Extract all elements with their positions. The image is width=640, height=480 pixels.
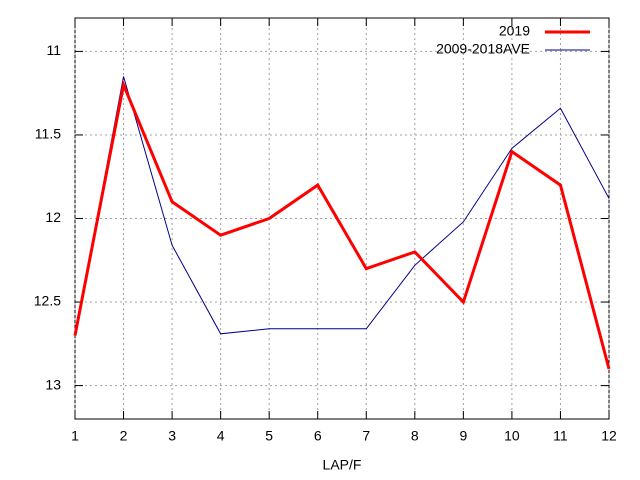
x-tick-label: 2 [120,428,128,444]
y-tick-label: 12.5 [34,293,61,309]
x-tick-label: 12 [601,428,617,444]
y-tick-label: 11.5 [35,126,61,142]
legend-label: 2009-2018AVE [436,41,530,57]
legend-label: 2019 [499,23,530,39]
series-line [74,76,610,336]
x-tick-label: 10 [504,428,520,444]
y-tick-label: 11 [46,42,61,58]
x-tick-label: 3 [168,428,176,444]
x-tick-label: 6 [314,428,322,444]
x-tick-label: 1 [71,428,79,444]
x-tick-label: 7 [362,428,370,444]
y-tick-label: 13 [45,376,61,392]
x-tick-label: 4 [217,428,225,444]
series-line [73,79,611,370]
x-tick-label: 5 [265,428,273,444]
x-tick-label: 11 [553,428,568,444]
x-tick-label: 8 [411,428,419,444]
y-tick-label: 12 [45,209,61,225]
x-axis-label: LAP/F [323,457,362,473]
x-tick-label: 9 [459,428,467,444]
